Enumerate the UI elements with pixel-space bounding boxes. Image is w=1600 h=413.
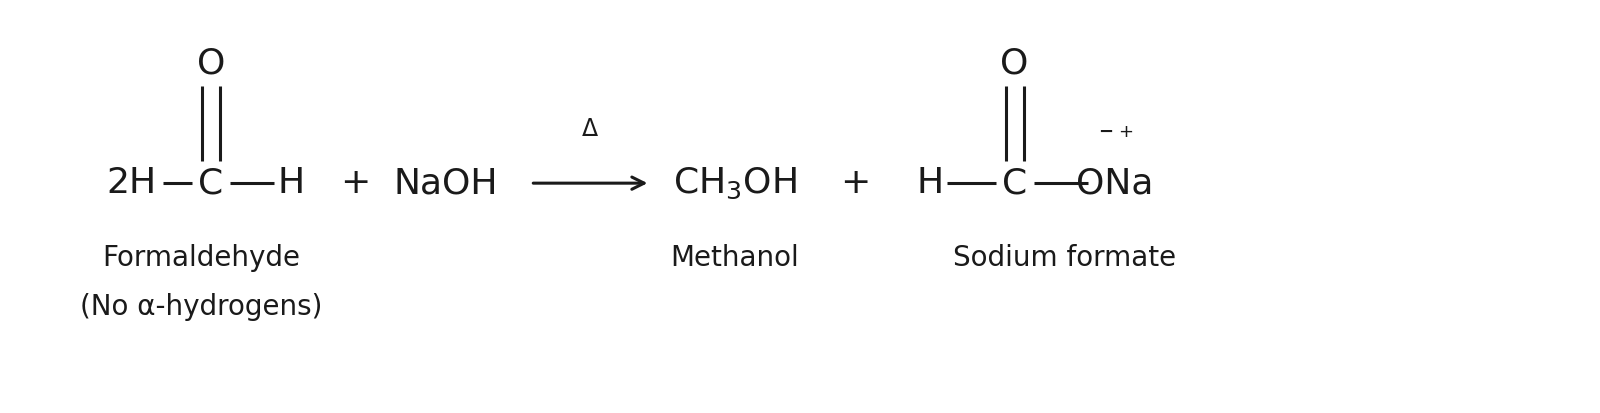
Text: Formaldehyde: Formaldehyde <box>102 244 301 272</box>
Text: Δ: Δ <box>582 116 598 140</box>
Text: ONa: ONa <box>1075 166 1154 200</box>
Text: Sodium formate: Sodium formate <box>954 244 1176 272</box>
Text: +: + <box>840 166 870 200</box>
Text: O: O <box>197 47 226 81</box>
Text: +: + <box>1118 123 1133 140</box>
Text: H: H <box>277 166 304 200</box>
Text: O: O <box>1000 47 1029 81</box>
Text: 2H: 2H <box>106 166 157 200</box>
Text: Methanol: Methanol <box>670 244 800 272</box>
Text: CH$_3$OH: CH$_3$OH <box>674 166 797 201</box>
Text: (No α-hydrogens): (No α-hydrogens) <box>80 293 322 321</box>
Text: C: C <box>198 166 224 200</box>
Text: C: C <box>1002 166 1027 200</box>
Text: +: + <box>341 166 371 200</box>
Text: −: − <box>1098 123 1114 140</box>
Text: NaOH: NaOH <box>394 166 498 200</box>
Text: H: H <box>917 166 944 200</box>
